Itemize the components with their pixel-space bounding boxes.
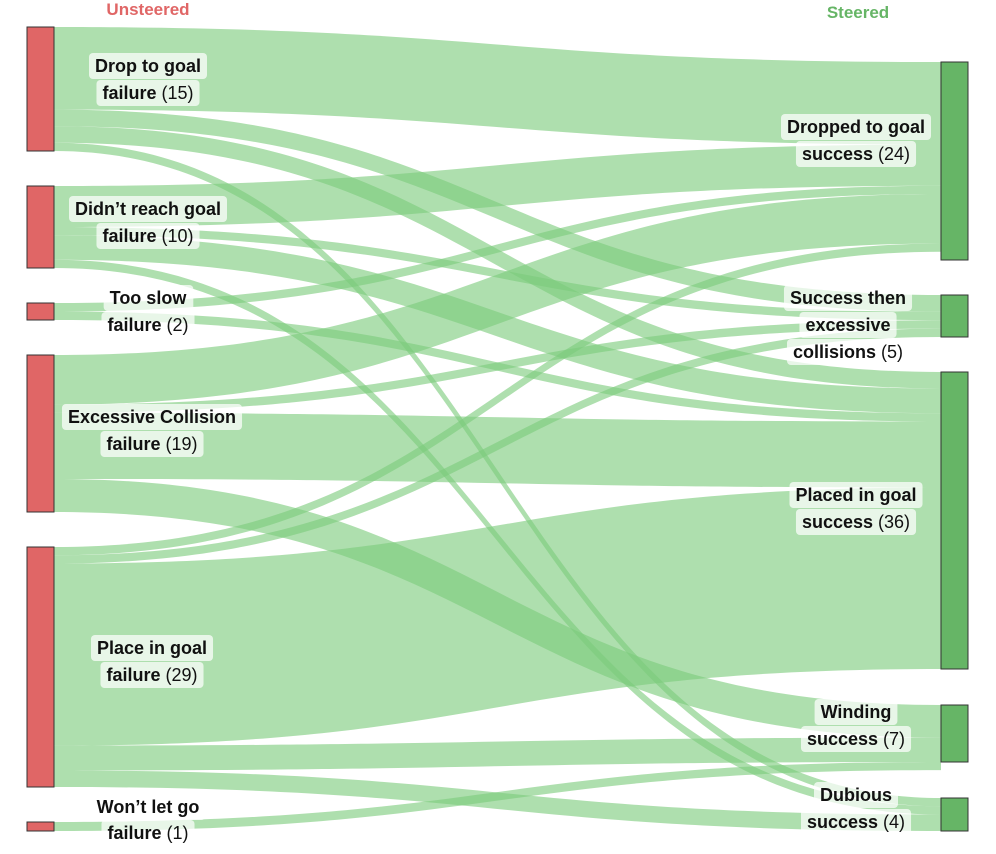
flow-link-L3-R0 [54,194,941,405]
node-label-line: Didn’t reach goal [75,199,221,219]
flow-link-L1-R2 [54,235,941,414]
node-label-line: Excessive Collision [68,407,236,427]
node-label-line: excessive [805,315,890,335]
node-label-count-line: failure (10) [102,226,193,246]
unsteered-label-L1: Didn’t reach goal failure (10) [68,196,228,249]
node-label-background [103,285,194,311]
unsteered-node-L3 [26,354,55,513]
node-label-background [90,794,206,820]
node-label-line: Won’t let go [97,797,200,817]
node-label-count-line: failure (2) [107,315,188,335]
node-label-count-line: collisions (5) [793,342,903,362]
node-label-background [96,223,200,249]
node-label-background [814,782,898,808]
node-label-background [795,509,917,535]
steered-label-R3: Winding success (7) [800,699,912,752]
steered-column-title: Steered [827,3,889,22]
node-label-line: Success then [790,288,906,308]
node-label-background [96,80,200,106]
node-label-count-line: success (36) [802,512,910,532]
node-label-background [100,431,204,457]
steered-node-R0 [940,61,969,261]
flow-link-L4-R2 [54,487,941,746]
flow-link-L1-R0 [54,144,941,227]
flow-links [54,27,941,831]
flow-link-L0-R1 [54,109,941,312]
steered-label-R2: Placed in goal success (36) [789,482,923,535]
node-label-background [90,635,214,661]
node-label-line: Drop to goal [95,56,201,76]
steered-node-R2 [940,371,969,670]
unsteered-label-L0: Drop to goal failure (15) [89,53,207,106]
node-label-count-line: failure (15) [102,83,193,103]
flow-link-L0-R0 [54,27,941,145]
unsteered-label-L2: Too slow failure (2) [101,285,195,338]
node-label-count-line: failure (29) [106,665,197,685]
node-label-line: Dubious [820,785,892,805]
node-label-count-line: success (7) [807,729,905,749]
node-label-count-line: failure (1) [107,823,188,843]
flow-link-L4-R0 [54,243,941,556]
steered-label-R4: Dubious success (4) [800,782,912,835]
node-label-background [789,482,923,508]
unsteered-node-L4 [26,546,55,788]
node-label-line: Dropped to goal [787,117,925,137]
node-label-background [783,285,913,311]
node-label-count-line: failure (19) [106,434,197,454]
steered-label-R1: Success then excessive collisions (5) [783,285,913,365]
node-label-background [814,699,898,725]
node-label-count-line: success (4) [807,812,905,832]
node-label-background [101,312,195,338]
node-label-background [800,726,912,752]
unsteered-label-L3: Excessive Collision failure (19) [61,404,243,457]
node-label-background [68,196,228,222]
flow-link-L2-R0 [54,185,941,312]
flow-link-L4-R4 [54,770,941,831]
unsteered-node-L5 [26,821,55,832]
unsteered-node-L2 [26,302,55,321]
node-label-background [781,114,931,140]
steered-node-R1 [940,294,969,338]
nodes [26,26,969,832]
flow-link-L1-R1 [54,227,941,321]
node-label-background [89,53,207,79]
node-label-background [100,662,204,688]
unsteered-node-L1 [26,185,55,269]
node-label-line: Place in goal [97,638,207,658]
flow-link-L0-R2 [54,126,941,389]
node-label-line: Placed in goal [795,485,916,505]
node-label-background [800,809,912,835]
unsteered-label-L5: Won’t let go failure (1) [90,794,206,846]
node-label-background [786,339,910,365]
node-label-line: Too slow [110,288,188,308]
flow-link-L5-R3 [54,762,941,831]
node-labels: Drop to goal failure (15) Didn’t reach goa… [61,53,931,846]
node-label-count-line: success (24) [802,144,910,164]
steered-node-R3 [940,704,969,763]
node-label-background [101,820,195,846]
flow-link-L3-R1 [54,320,941,413]
node-label-background [61,404,243,430]
flow-link-L4-R1 [54,328,941,564]
steered-node-R4 [940,797,969,832]
node-label-background [799,312,897,338]
flow-link-L4-R3 [54,737,941,771]
unsteered-label-L4: Place in goal failure (29) [90,635,214,688]
unsteered-node-L0 [26,26,55,152]
unsteered-column-title: Unsteered [106,0,189,19]
node-label-background [795,141,917,167]
node-label-line: Winding [821,702,892,722]
steered-label-R0: Dropped to goal success (24) [781,114,931,167]
